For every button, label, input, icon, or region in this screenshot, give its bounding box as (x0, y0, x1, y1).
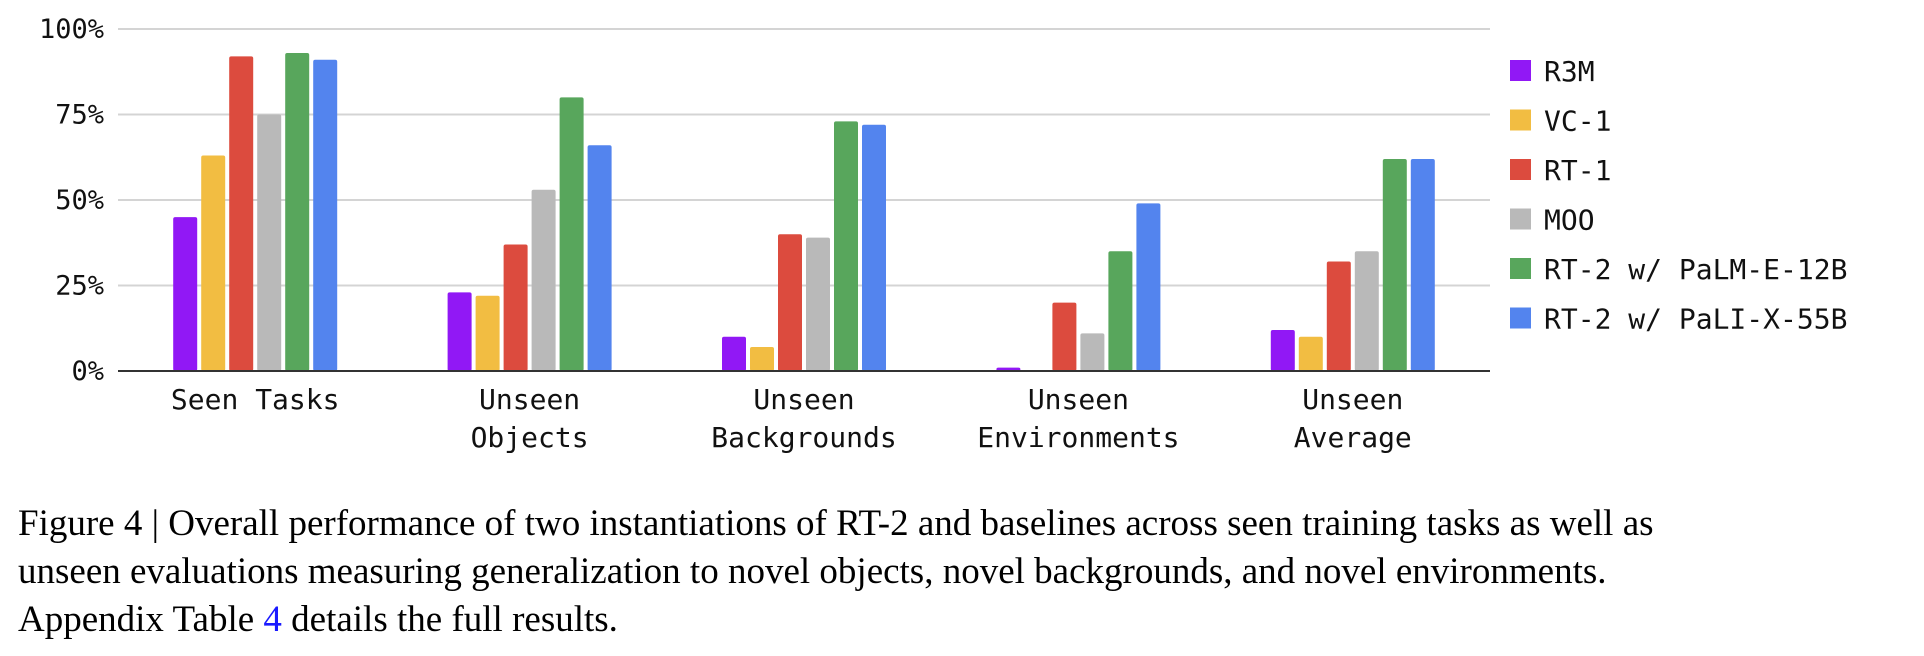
y-tick-label: 50% (55, 185, 104, 216)
x-category-label: Backgrounds (711, 421, 896, 454)
caption-line-1: Figure 4 | Overall performance of two in… (18, 503, 1654, 544)
bar (503, 244, 528, 371)
x-category-label: Seen Tasks (171, 383, 340, 416)
caption-line-2: unseen evaluations measuring generalizat… (18, 551, 1607, 592)
bar (722, 336, 746, 371)
bar (750, 347, 774, 371)
bar (1108, 251, 1133, 371)
y-axis-tick-labels: 0% 25% 50% 75% 100% (39, 14, 104, 387)
legend-label: RT-2 w/ PaLI-X-55B (1544, 303, 1847, 336)
grid-lines (118, 28, 1490, 287)
y-tick-label: 25% (55, 271, 104, 302)
x-category-label: Unseen (1302, 383, 1403, 416)
bar (475, 295, 500, 371)
bar (1298, 336, 1323, 371)
bar (1326, 261, 1351, 371)
bar (1382, 158, 1407, 371)
bar (1410, 158, 1435, 371)
legend-swatch (1510, 208, 1531, 230)
bar (559, 97, 584, 372)
bar (257, 114, 282, 371)
legend-swatch (1510, 307, 1531, 329)
x-category-label: Objects (471, 421, 589, 454)
legend: R3M VC-1 RT-1 MOO RT-2 w/ PaLM-E-12B RT-2 w/ … (1510, 55, 1847, 336)
bar (1080, 333, 1105, 371)
legend-label: RT-1 (1544, 154, 1611, 187)
figure-caption: Figure 4 | Overall performance of two in… (18, 500, 1908, 644)
caption-line-3: Appendix Table 4 details the full result… (18, 596, 1908, 644)
x-category-label: Unseen (753, 383, 854, 416)
bar (778, 234, 802, 371)
bar (229, 56, 254, 372)
table-reference-link[interactable]: 4 (263, 599, 282, 640)
legend-swatch (1510, 159, 1531, 180)
legend-label: VC-1 (1544, 105, 1611, 138)
bar (587, 145, 612, 371)
caption-line-3-start: Appendix Table (18, 599, 264, 640)
bar-chart: 0% 25% 50% 75% 100% Seen Tasks Unseen Objects U… (39, 14, 1847, 454)
bar (313, 59, 338, 371)
legend-label: RT-2 w/ PaLM-E-12B (1544, 253, 1847, 286)
bar (1136, 203, 1161, 371)
legend-label: MOO (1544, 204, 1595, 237)
bars (173, 52, 1435, 372)
legend-swatch (1510, 60, 1531, 81)
bar (834, 121, 858, 371)
legend-swatch (1510, 258, 1531, 279)
y-tick-label: 75% (55, 100, 104, 131)
legend-label: R3M (1544, 55, 1595, 88)
legend-swatch (1510, 109, 1531, 131)
bar (1354, 251, 1379, 371)
x-category-label: Average (1294, 421, 1412, 454)
bar (806, 237, 830, 371)
bar (285, 52, 310, 371)
bar (1052, 302, 1077, 371)
y-tick-label: 100% (39, 14, 104, 45)
bar (862, 124, 886, 371)
x-category-label: Environments (977, 421, 1179, 454)
y-tick-label: 0% (71, 356, 104, 387)
bar (531, 189, 556, 371)
bar (201, 155, 226, 371)
bar (173, 217, 198, 371)
x-axis-category-labels: Seen Tasks Unseen Objects Unseen Backgrounds… (171, 383, 1412, 454)
x-category-label: Unseen (1028, 383, 1129, 416)
caption-line-3-end: details the full results. (281, 599, 618, 640)
bar (1270, 329, 1295, 371)
bar (447, 292, 472, 371)
x-category-label: Unseen (479, 383, 580, 416)
